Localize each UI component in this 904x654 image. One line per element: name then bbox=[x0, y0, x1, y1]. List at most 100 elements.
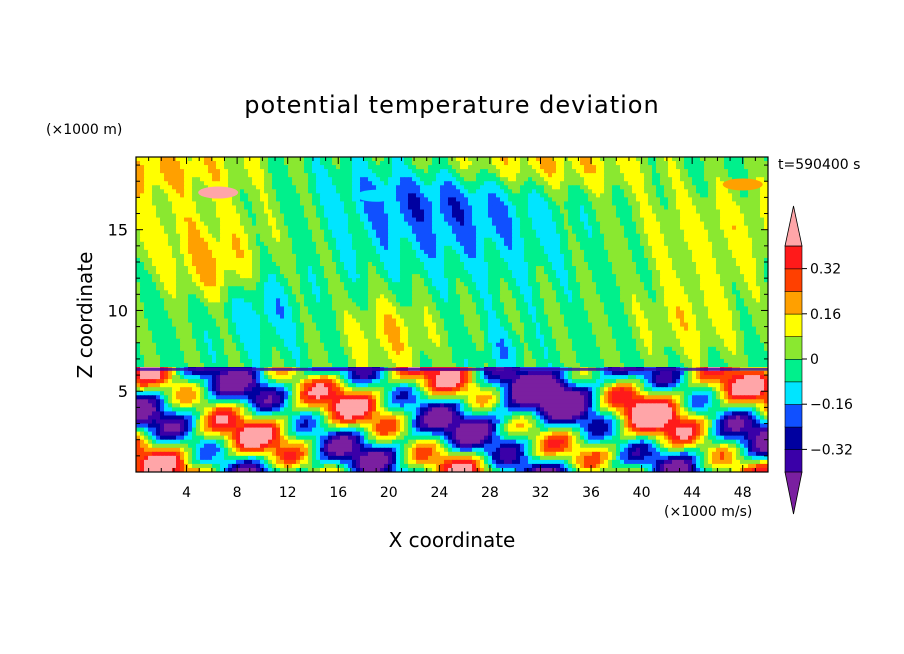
contour-cell bbox=[172, 161, 177, 166]
contour-cell bbox=[172, 282, 177, 287]
contour-cell bbox=[440, 229, 445, 235]
contour-cell bbox=[204, 266, 209, 271]
contour-cell bbox=[268, 221, 273, 227]
contour-cell bbox=[532, 274, 537, 279]
contour-cell bbox=[388, 245, 393, 251]
contour-cell bbox=[216, 169, 221, 174]
contour-cell bbox=[340, 209, 345, 215]
contour-cell bbox=[532, 161, 537, 166]
contour-cell bbox=[276, 270, 281, 275]
contour-cell bbox=[188, 193, 193, 198]
contour-cell bbox=[448, 209, 453, 215]
contour-cell bbox=[608, 169, 613, 174]
contour-cell bbox=[200, 213, 205, 219]
contour-cell bbox=[524, 193, 529, 198]
contour-cell bbox=[224, 262, 229, 267]
contour-cell bbox=[552, 253, 557, 259]
contour-cell bbox=[600, 185, 605, 190]
contour-cell bbox=[144, 189, 149, 194]
contour-cell bbox=[420, 173, 425, 178]
contour-cell bbox=[428, 165, 433, 170]
contour-cell bbox=[608, 221, 613, 227]
contour-cell bbox=[656, 173, 661, 178]
contour-cell bbox=[496, 217, 501, 223]
contour-cell bbox=[428, 217, 433, 223]
contour-cell bbox=[652, 266, 657, 271]
contour-cell bbox=[496, 233, 501, 239]
contour-cell bbox=[684, 217, 689, 223]
contour-cell bbox=[720, 201, 725, 207]
contour-cell bbox=[172, 233, 177, 239]
contour-cell bbox=[428, 201, 433, 207]
contour-cell bbox=[732, 157, 737, 162]
contour-cell bbox=[612, 262, 617, 267]
contour-cell bbox=[576, 245, 581, 251]
contour-cell bbox=[520, 266, 525, 271]
contour-cell bbox=[328, 161, 333, 166]
contour-cell bbox=[340, 197, 345, 203]
contour-cell bbox=[280, 241, 285, 247]
contour-cell bbox=[600, 193, 605, 198]
contour-cell bbox=[564, 213, 569, 219]
contour-cell bbox=[600, 266, 605, 271]
contour-cell bbox=[344, 217, 349, 223]
contour-cell bbox=[168, 270, 173, 275]
contour-cell bbox=[684, 278, 689, 283]
contour-cell bbox=[740, 270, 745, 275]
contour-cell bbox=[528, 213, 533, 219]
contour-cell bbox=[404, 221, 409, 227]
contour-cell bbox=[456, 165, 461, 170]
contour-cell bbox=[172, 209, 177, 215]
contour-cell bbox=[452, 181, 457, 186]
contour-cell bbox=[708, 253, 713, 259]
contour-cell bbox=[656, 157, 661, 162]
contour-cell bbox=[236, 262, 241, 267]
contour-cell bbox=[348, 165, 353, 170]
contour-cell bbox=[404, 266, 409, 271]
contour-cell bbox=[584, 217, 589, 223]
contour-cell bbox=[408, 249, 413, 255]
contour-cell bbox=[456, 245, 461, 251]
contour-cell bbox=[752, 157, 757, 162]
contour-cell bbox=[420, 270, 425, 275]
contour-cell bbox=[232, 241, 237, 247]
contour-cell bbox=[648, 245, 653, 251]
contour-cell bbox=[548, 253, 553, 259]
contour-cell bbox=[632, 185, 637, 190]
contour-cell bbox=[660, 221, 665, 227]
contour-cell bbox=[244, 237, 249, 243]
contour-cell bbox=[432, 237, 437, 243]
contour-cell bbox=[396, 274, 401, 279]
contour-cell bbox=[296, 213, 301, 219]
contour-cell bbox=[388, 241, 393, 247]
contour-cell bbox=[400, 217, 405, 223]
contour-cell bbox=[448, 278, 453, 283]
contour-cell bbox=[320, 197, 325, 203]
contour-cell bbox=[620, 253, 625, 259]
contour-cell bbox=[488, 266, 493, 271]
contour-cell bbox=[200, 270, 205, 275]
contour-cell bbox=[296, 181, 301, 186]
contour-cell bbox=[172, 189, 177, 194]
contour-cell bbox=[304, 245, 309, 251]
contour-cell bbox=[480, 157, 485, 162]
contour-cell bbox=[668, 181, 673, 186]
contour-cell bbox=[640, 221, 645, 227]
contour-cell bbox=[336, 173, 341, 178]
contour-cell bbox=[664, 181, 669, 186]
contour-cell bbox=[428, 177, 433, 182]
contour-cell bbox=[168, 169, 173, 174]
contour-cell bbox=[728, 165, 733, 170]
contour-cell bbox=[448, 177, 453, 182]
contour-cell bbox=[616, 274, 621, 279]
contour-cell bbox=[144, 257, 149, 263]
contour-cell bbox=[160, 233, 165, 239]
contour-cell bbox=[528, 181, 533, 186]
contour-cell bbox=[600, 225, 605, 231]
contour-cell bbox=[616, 262, 621, 267]
contour-cell bbox=[436, 249, 441, 255]
contour-cell bbox=[324, 270, 329, 275]
contour-cell bbox=[720, 185, 725, 190]
contour-cell bbox=[640, 270, 645, 275]
contour-cell bbox=[692, 266, 697, 271]
